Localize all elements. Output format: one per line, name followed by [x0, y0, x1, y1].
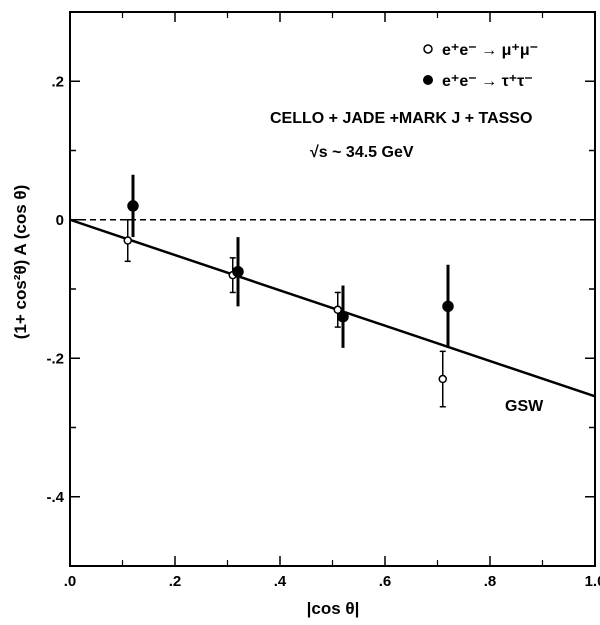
tautau-point — [337, 310, 349, 323]
x-tick-label: .4 — [274, 573, 287, 590]
mumu-point — [333, 305, 342, 315]
y-tick-label: -.2 — [46, 350, 64, 367]
legend: e⁺e⁻ → μ⁺μ⁻ e⁺e⁻ → τ⁺τ⁻ — [423, 42, 538, 90]
plot-frame — [69, 11, 596, 567]
tautau-point — [232, 265, 244, 278]
legend-label-tautau: e⁺e⁻ → τ⁺τ⁻ — [442, 73, 533, 90]
x-axis-label: |cos θ| — [307, 599, 360, 618]
x-tick-label: .6 — [379, 573, 392, 590]
y-tick-label: .2 — [51, 73, 64, 90]
y-axis-label: (1+ cos²θ) A (cos θ) — [11, 185, 30, 340]
mumu-point — [123, 236, 132, 245]
x-tick-label: .0 — [64, 573, 77, 590]
tautau-point — [442, 300, 454, 313]
y-tick-label: 0 — [56, 212, 64, 229]
legend-label-mumu: e⁺e⁻ → μ⁺μ⁻ — [442, 42, 538, 59]
data-points — [123, 174, 454, 408]
curves — [69, 218, 596, 398]
tautau-point — [127, 200, 139, 212]
y-tick-label: -.4 — [46, 489, 64, 506]
axis-ticks — [69, 11, 596, 567]
x-tick-label: .2 — [169, 573, 182, 590]
x-tick-label: 1.0 — [585, 573, 600, 590]
mumu-point — [438, 374, 447, 384]
energy-annotation: √s ~ 34.5 GeV — [310, 144, 414, 161]
x-tick-label: .8 — [484, 573, 497, 590]
gsw-line — [69, 218, 596, 398]
experiments-annotation: CELLO + JADE +MARK J + TASSO — [270, 110, 532, 127]
legend-marker-open-circle — [423, 44, 433, 54]
legend-marker-filled-circle — [423, 75, 433, 85]
gsw-curve-label: GSW — [505, 398, 544, 415]
axis-tick-labels: .0 .2 .4 .6 .8 1.0 .2 0 -.2 -.4 — [46, 73, 600, 590]
